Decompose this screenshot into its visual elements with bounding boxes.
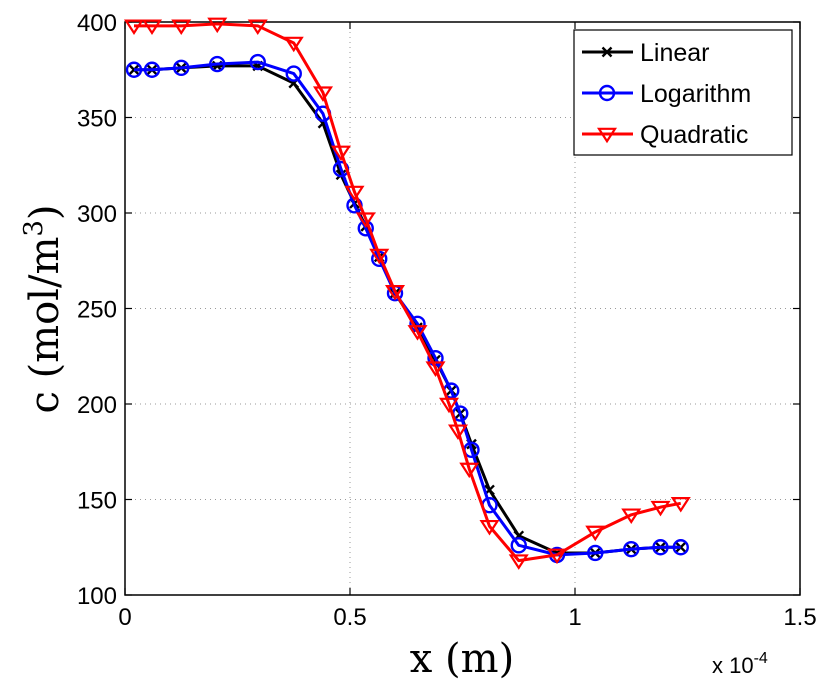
data-point-quadratic <box>459 462 480 479</box>
data-point-logarithm <box>587 544 604 562</box>
data-point-logarithm <box>209 55 226 73</box>
legend-label-linear: Linear <box>640 39 710 67</box>
x-axis-label: x (m) <box>410 636 514 682</box>
y-axis-label-superscript: 3 <box>19 220 49 237</box>
data-point-quadratic <box>546 548 568 565</box>
x-tick-label: 0.5 <box>333 604 366 631</box>
data-point-logarithm <box>125 61 143 78</box>
legend-marker-logarithm <box>598 84 616 102</box>
y-tick-label: 250 <box>77 297 117 324</box>
data-point-quadratic <box>384 285 406 301</box>
data-point-quadratic <box>369 248 390 265</box>
data-point-logarithm <box>173 59 190 77</box>
data-point-quadratic <box>447 424 469 440</box>
data-point-quadratic <box>355 212 376 228</box>
data-point-logarithm <box>510 537 527 554</box>
data-point-quadratic <box>312 86 334 102</box>
legend-item-quadratic: Quadratic <box>582 121 748 149</box>
series-quadratic <box>123 17 691 570</box>
y-tick-label: 350 <box>77 106 117 133</box>
axis-ticks: 0 0.5 1 1.5 100 150 200 250 300 350 400 <box>77 10 817 631</box>
x-axis-exponent: x 10-4 <box>712 650 768 678</box>
legend-marker-linear <box>601 46 613 58</box>
data-point-quadratic <box>621 508 642 525</box>
x-tick-label: 1.5 <box>783 604 816 631</box>
y-axis-label-main: c (mol/m <box>22 237 68 414</box>
data-point-logarithm <box>285 65 302 82</box>
svg-text:c (mol/m3): c (mol/m3) <box>19 204 68 413</box>
data-point-quadratic <box>585 525 606 542</box>
x-exponent-power: -4 <box>754 650 768 667</box>
legend-item-logarithm: Logarithm <box>582 80 751 108</box>
x-tick-label: 1 <box>568 604 581 631</box>
data-point-quadratic <box>247 19 268 36</box>
data-point-quadratic <box>479 519 500 536</box>
data-point-quadratic <box>171 19 192 36</box>
data-point-logarithm <box>623 540 640 558</box>
data-point-quadratic <box>407 325 428 341</box>
data-point-quadratic <box>344 185 365 202</box>
data-point-quadratic <box>207 17 228 34</box>
data-point-quadratic <box>508 554 529 570</box>
legend-item-linear: Linear <box>582 39 710 67</box>
series-layer <box>123 17 691 570</box>
data-point-logarithm <box>143 61 161 78</box>
data-point-quadratic <box>123 19 145 36</box>
data-point-quadratic <box>425 361 446 377</box>
data-point-quadratic <box>330 145 352 162</box>
data-point-quadratic <box>283 36 304 53</box>
y-tick-label: 100 <box>77 583 117 610</box>
legend: Linear Logarithm Quadratic <box>573 29 793 156</box>
y-tick-label: 150 <box>77 488 117 515</box>
legend-label-quadratic: Quadratic <box>640 121 748 149</box>
y-tick-label: 300 <box>77 201 117 228</box>
y-tick-label: 400 <box>77 10 117 37</box>
y-axis-label-close: ) <box>22 204 68 220</box>
data-point-quadratic <box>650 500 671 517</box>
y-tick-label: 200 <box>77 392 117 419</box>
legend-marker-quadratic <box>596 127 618 144</box>
data-point-quadratic <box>141 19 163 36</box>
data-point-quadratic <box>670 497 691 513</box>
data-point-logarithm <box>672 539 689 556</box>
data-point-quadratic <box>438 397 460 414</box>
y-axis-label: c (mol/m3) <box>19 204 68 413</box>
x-tick-label: 0 <box>118 604 131 631</box>
legend-label-logarithm: Logarithm <box>640 80 751 108</box>
x-exponent-base: x 10 <box>712 653 754 678</box>
data-point-logarithm <box>652 539 669 556</box>
data-point-logarithm <box>249 53 266 71</box>
